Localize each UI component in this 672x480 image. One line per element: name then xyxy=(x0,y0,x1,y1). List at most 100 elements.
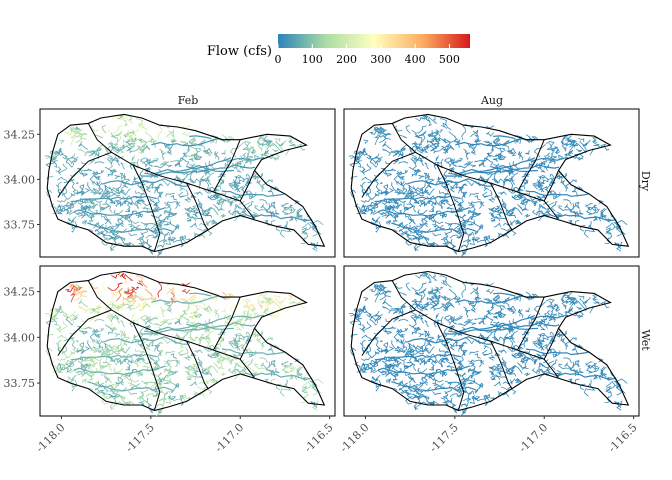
stream-segment xyxy=(219,193,232,206)
stream-segment xyxy=(138,340,147,345)
stream-segment xyxy=(424,179,435,194)
stream-segment xyxy=(272,306,279,310)
stream-segment xyxy=(163,208,172,215)
stream-segment xyxy=(296,366,301,375)
stream-segment xyxy=(354,151,365,165)
stream-segment xyxy=(405,235,412,246)
stream-segment xyxy=(186,212,190,218)
stream-segment xyxy=(433,135,440,148)
stream-segment xyxy=(272,148,279,152)
stream-segment xyxy=(490,212,494,218)
stream-segment xyxy=(469,238,477,246)
stream-segment xyxy=(186,164,256,171)
stream-segment xyxy=(435,334,442,344)
stream-segment xyxy=(237,352,243,357)
stream-segment xyxy=(513,322,520,328)
stream-segment xyxy=(70,353,157,361)
stream-segment xyxy=(55,181,62,189)
stream-segment xyxy=(460,401,470,407)
stream-segment xyxy=(120,188,131,196)
stream-segment xyxy=(446,240,453,245)
stream-segment xyxy=(212,137,217,144)
stream-segment xyxy=(74,126,81,131)
stream-segment xyxy=(119,115,126,123)
stream-segment xyxy=(418,174,425,180)
stream-segment xyxy=(537,179,542,189)
stream-segment xyxy=(202,307,211,313)
stream-segment xyxy=(144,131,153,140)
stream-segment xyxy=(90,149,102,155)
stream-segment xyxy=(162,397,168,402)
stream-segment xyxy=(70,179,76,191)
stream-segment xyxy=(495,363,503,370)
stream-segment xyxy=(283,364,294,369)
stream-segment xyxy=(206,219,212,226)
stream-segment xyxy=(194,349,203,354)
stream-segment xyxy=(404,205,417,213)
y-tick-label: 33.75 xyxy=(4,219,36,232)
stream-segment xyxy=(541,194,547,199)
stream-segment xyxy=(361,188,365,195)
stream-segment xyxy=(396,338,405,345)
stream-segment xyxy=(50,203,58,213)
stream-segment xyxy=(387,199,398,204)
stream-segment xyxy=(102,178,188,187)
stream-segment xyxy=(167,395,177,401)
stream-segment xyxy=(58,150,68,160)
stream-segment xyxy=(301,384,312,393)
stream-segment xyxy=(92,188,99,195)
stream-segment xyxy=(228,333,238,343)
stream-segment xyxy=(407,190,415,195)
stream-segment xyxy=(204,371,213,377)
stream-segment xyxy=(175,383,179,389)
stream-segment xyxy=(123,357,133,363)
stream-segment xyxy=(229,157,265,162)
stream-segment xyxy=(438,180,449,193)
stream-segment xyxy=(408,310,419,319)
stream-segment xyxy=(57,346,61,353)
stream-segment xyxy=(421,115,428,120)
stream-segment xyxy=(445,385,452,395)
stream-segment xyxy=(92,345,103,354)
stream-segment xyxy=(411,193,418,202)
stream-segment xyxy=(532,175,542,185)
stream-segment xyxy=(553,192,561,200)
stream-segment xyxy=(510,378,516,385)
stream-segment xyxy=(134,316,140,323)
stream-segment xyxy=(490,146,494,151)
stream-segment xyxy=(194,375,203,379)
stream-segment xyxy=(136,202,140,209)
stream-segment xyxy=(531,355,537,362)
stream-segment xyxy=(444,315,451,322)
stream-segment xyxy=(362,150,372,160)
stream-segment xyxy=(198,168,207,177)
stream-segment xyxy=(420,183,426,190)
stream-segment xyxy=(225,137,231,143)
stream-segment xyxy=(186,218,192,222)
stream-segment xyxy=(493,164,500,172)
stream-segment xyxy=(74,290,85,296)
stream-segment xyxy=(413,186,424,197)
stream-segment xyxy=(445,227,452,236)
stream-segment xyxy=(486,299,494,308)
stream-segment xyxy=(494,352,501,356)
stream-segment xyxy=(449,317,462,325)
stream-segment xyxy=(241,298,251,304)
stream-segment xyxy=(135,348,145,353)
stream-segment xyxy=(406,203,415,209)
stream-segment xyxy=(81,371,89,377)
stream-segment xyxy=(440,275,448,281)
stream-network xyxy=(348,272,628,417)
stream-segment xyxy=(301,226,312,234)
stream-segment xyxy=(348,155,360,162)
stream-segment xyxy=(244,153,249,164)
stream-segment xyxy=(233,337,238,347)
stream-segment xyxy=(171,139,178,142)
stream-segment xyxy=(489,311,504,316)
stream-segment xyxy=(368,310,380,318)
stream-segment xyxy=(235,184,240,186)
stream-segment xyxy=(170,158,185,163)
stream-segment xyxy=(146,315,153,325)
stream-segment xyxy=(413,344,424,355)
stream-segment xyxy=(148,406,157,414)
